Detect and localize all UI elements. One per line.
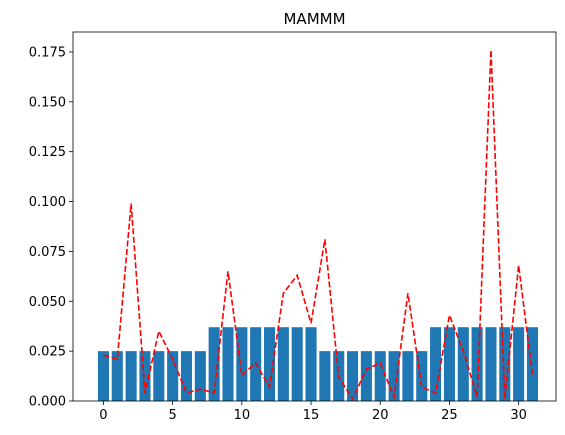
bar [236,327,248,401]
x-tick-label: 0 [99,408,107,423]
bar [513,327,525,401]
bar [277,327,289,401]
bar [526,327,539,401]
bar [360,351,372,401]
y-tick-label: 0.175 [29,45,66,60]
bar [291,327,303,401]
line-group [103,49,534,401]
bar [208,327,220,401]
x-tick-label: 15 [303,408,320,423]
bar [153,351,165,401]
y-tick-label: 0.050 [29,295,66,310]
bar [194,351,206,401]
plot-frame [72,31,557,402]
y-tick-label: 0.100 [29,195,66,210]
x-tick-label: 30 [510,408,527,423]
chart-title: MAMMM [283,10,345,28]
bar [180,351,193,401]
bar [443,327,455,401]
bar [416,351,428,401]
bar [485,327,497,401]
bar [167,351,179,401]
bar [222,327,234,401]
bar [430,327,442,401]
bar [388,351,400,401]
x-tick-label: 10 [234,408,251,423]
y-tick-label: 0.000 [29,395,66,410]
bars-group [97,327,539,401]
x-tick-label: 25 [441,408,458,423]
y-tick-label: 0.075 [29,245,66,260]
bar [125,351,137,401]
bar [499,327,511,401]
axes-group: 0 5 10 15 20 25 30 0.000 0.025 0.050 0.075 0.100 0.1… [29,31,557,423]
bar [305,327,317,401]
series-line [103,49,534,401]
bar [111,351,123,401]
y-tick-label: 0.150 [29,95,66,110]
y-tick-label: 0.025 [29,345,66,360]
bar [402,351,414,401]
bar [263,327,276,401]
bar [97,351,109,401]
bar [347,351,359,401]
bar [374,351,386,401]
x-tick-label: 5 [169,408,177,423]
x-tick-label: 20 [372,408,389,423]
bar [319,351,331,401]
bar [471,327,483,401]
y-tick-label: 0.125 [29,145,66,160]
bar [139,351,151,401]
bar [457,327,469,401]
